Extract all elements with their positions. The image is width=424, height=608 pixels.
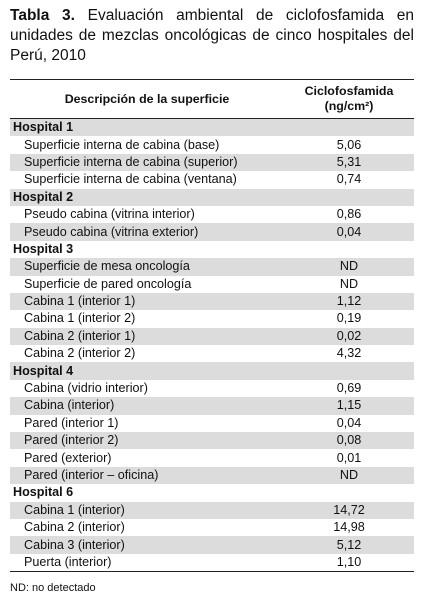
description-cell: Pared (interior 1): [24, 415, 119, 430]
value-cell: 1,10: [284, 553, 414, 573]
value-cell: 0,01: [336, 450, 362, 465]
data-row: Pseudo cabina (vitrina exterior) 0,04: [10, 223, 414, 241]
description-cell: Superficie de mesa oncología: [10, 258, 284, 276]
data-row: Superficie interna de cabina (base) 5,06: [10, 136, 414, 153]
description-cell: Cabina 2 (interior): [24, 520, 125, 535]
footnote: ND: no detectado: [10, 582, 96, 594]
data-row: Superficie interna de cabina (ventana) 0,…: [10, 171, 414, 188]
value-cell: 0,74: [336, 172, 362, 187]
value-cell: 1,12: [284, 292, 414, 311]
data-row: Pared (exterior) 0,01: [10, 449, 414, 466]
description-cell: Cabina 3 (interior): [10, 536, 284, 554]
description-cell: Cabina 1 (interior): [10, 501, 284, 519]
description-cell: Pseudo cabina (vitrina interior): [24, 207, 195, 222]
header-line: (ng/cm²): [324, 99, 374, 113]
table: Descripción de la superficie Ciclofosfam…: [10, 79, 414, 573]
caption-label: Tabla 3.: [10, 7, 75, 24]
data-row: Pseudo cabina (vitrina interior) 0,86: [10, 206, 414, 223]
value-cell: 14,72: [284, 501, 414, 519]
value-cell: ND: [284, 466, 414, 485]
description-cell: Cabina 2 (interior 2): [24, 346, 136, 361]
group-name: Hospital 4: [10, 362, 414, 380]
data-row: Cabina 2 (interior 1) 0,02: [10, 327, 414, 346]
value-cell: 5,31: [284, 153, 414, 172]
description-cell: Cabina 1 (interior 2): [24, 311, 136, 326]
description-cell: Cabina (interior): [10, 397, 284, 415]
description-cell: Puerta (interior): [10, 553, 284, 573]
data-row: Cabina 1 (interior 2) 0,19: [10, 310, 414, 327]
description-cell: Pared (exterior): [24, 450, 112, 465]
description-cell: Superficie de pared oncología: [24, 276, 192, 291]
value-cell: 0,04: [336, 415, 362, 430]
value-cell: 0,02: [284, 327, 414, 346]
description-cell: Pared (interior – oficina): [10, 466, 284, 485]
data-row: Puerta (interior) 1,10: [10, 553, 414, 573]
data-row: Pared (interior 2) 0,08: [10, 432, 414, 450]
description-cell: Pared (interior 2): [10, 432, 284, 450]
group-row: Hospital 4: [10, 362, 414, 380]
description-cell: Pseudo cabina (vitrina exterior): [10, 223, 284, 241]
data-row: Superficie de mesa oncología ND: [10, 258, 414, 276]
data-row: Pared (interior 1) 0,04: [10, 415, 414, 432]
header-cell: Descripción de la superficie: [10, 79, 284, 119]
value-cell: 5,06: [336, 137, 362, 152]
data-row: Cabina (vidrio interior) 0,69: [10, 380, 414, 397]
value-cell: 4,32: [336, 346, 362, 361]
data-row: Pared (interior – oficina) ND: [10, 466, 414, 485]
value-cell: 14,98: [333, 520, 365, 535]
header-row: Descripción de la superficie Ciclofosfam…: [10, 79, 414, 119]
group-name: Hospital 3: [13, 241, 74, 256]
data-row: Cabina 1 (interior 1) 1,12: [10, 292, 414, 311]
description-cell: Superficie interna de cabina (ventana): [24, 172, 237, 187]
group-row: Hospital 2: [10, 188, 414, 206]
value-cell: 0,69: [336, 381, 362, 396]
table-body: Hospital 1 Superficie interna de cabina (…: [10, 118, 414, 573]
data-row: Cabina 3 (interior) 5,12: [10, 536, 414, 554]
group-row: Hospital 1: [10, 118, 414, 137]
data-row: Superficie interna de cabina (superior) 5…: [10, 153, 414, 172]
value-cell: 0,04: [284, 223, 414, 241]
header-line: Ciclofosfamida: [304, 84, 394, 98]
data-row: Superficie de pared oncología ND: [10, 276, 414, 293]
group-name: Hospital 6: [13, 485, 74, 500]
value-cell: ND: [339, 276, 359, 291]
value-cell: 0,08: [284, 432, 414, 450]
header-cell: Ciclofosfamida (ng/cm²): [284, 79, 414, 119]
data-row: Cabina (interior) 1,15: [10, 397, 414, 415]
value-cell: 1,15: [284, 397, 414, 415]
group-row: Hospital 6: [10, 484, 414, 501]
description-cell: Cabina 1 (interior 1): [10, 292, 284, 311]
value-cell: 0,86: [336, 207, 362, 222]
description-cell: Superficie interna de cabina (superior): [10, 153, 284, 172]
data-row: Cabina 2 (interior) 14,98: [10, 519, 414, 536]
caption: Tabla 3. Evaluación ambiental de ciclofo…: [10, 6, 414, 66]
value-cell: ND: [284, 258, 414, 276]
group-name: Hospital 2: [10, 188, 414, 206]
value-cell: 5,12: [284, 536, 414, 554]
description-cell: Cabina (vidrio interior): [24, 381, 148, 396]
group-name: Hospital 1: [10, 118, 414, 137]
data-row: Cabina 2 (interior 2) 4,32: [10, 345, 414, 362]
description-cell: Superficie interna de cabina (base): [24, 137, 220, 152]
value-cell: 0,19: [336, 311, 362, 326]
data-row: Cabina 1 (interior) 14,72: [10, 501, 414, 519]
group-row: Hospital 3: [10, 241, 414, 258]
description-cell: Cabina 2 (interior 1): [10, 327, 284, 346]
caption-text: Evaluación ambiental de ciclofosfamida e…: [10, 7, 414, 64]
